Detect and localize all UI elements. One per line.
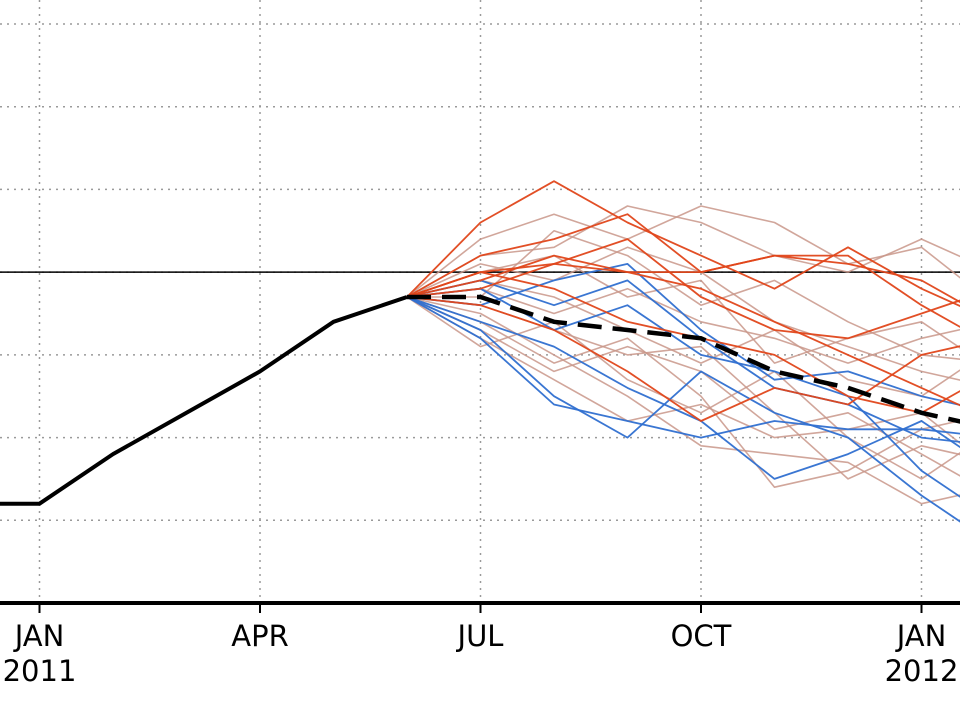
ensemble-member-line-tan bbox=[406, 205, 960, 298]
ensemble-member-line-blue bbox=[406, 296, 960, 523]
ensemble-member-line-red bbox=[406, 213, 960, 304]
ensemble-member-line-red bbox=[406, 238, 960, 340]
ensemble-member-line-tan bbox=[406, 254, 960, 364]
ensemble-member-line-red bbox=[406, 254, 960, 328]
observed-series-line bbox=[0, 295, 408, 506]
ensemble-mean-line bbox=[407, 294, 960, 424]
x-tick-label: APR bbox=[231, 619, 288, 653]
ensemble-member-line-red bbox=[406, 263, 960, 407]
x-tick-label: JAN bbox=[13, 619, 65, 653]
ensemble-member-line-tan bbox=[407, 230, 960, 361]
ensemble-member-line-red bbox=[406, 296, 960, 422]
ensemble-member-line-tan bbox=[406, 205, 960, 298]
x-tick-label: JAN bbox=[895, 619, 947, 653]
ensemble-members bbox=[406, 180, 960, 523]
x-tick-label: 2011 bbox=[3, 654, 77, 688]
ensemble-member-line-tan bbox=[406, 296, 960, 480]
ensemble-member-line-blue bbox=[406, 287, 960, 498]
x-tick-label: OCT bbox=[671, 619, 732, 653]
ensemble-member-line-blue bbox=[406, 263, 960, 406]
x-tick-label: 2012 bbox=[885, 654, 959, 688]
ensemble-member-line-tan bbox=[406, 296, 960, 505]
ensemble-member-line-blue bbox=[406, 296, 960, 439]
ensemble-member-line-tan bbox=[406, 246, 960, 381]
x-tick-label: JUL bbox=[456, 619, 504, 653]
ensemble-member-line-tan bbox=[406, 296, 960, 488]
ensemble-member-line-blue bbox=[406, 279, 960, 443]
ensemble-member-line-tan bbox=[406, 279, 960, 397]
grid-lines bbox=[0, 0, 960, 603]
